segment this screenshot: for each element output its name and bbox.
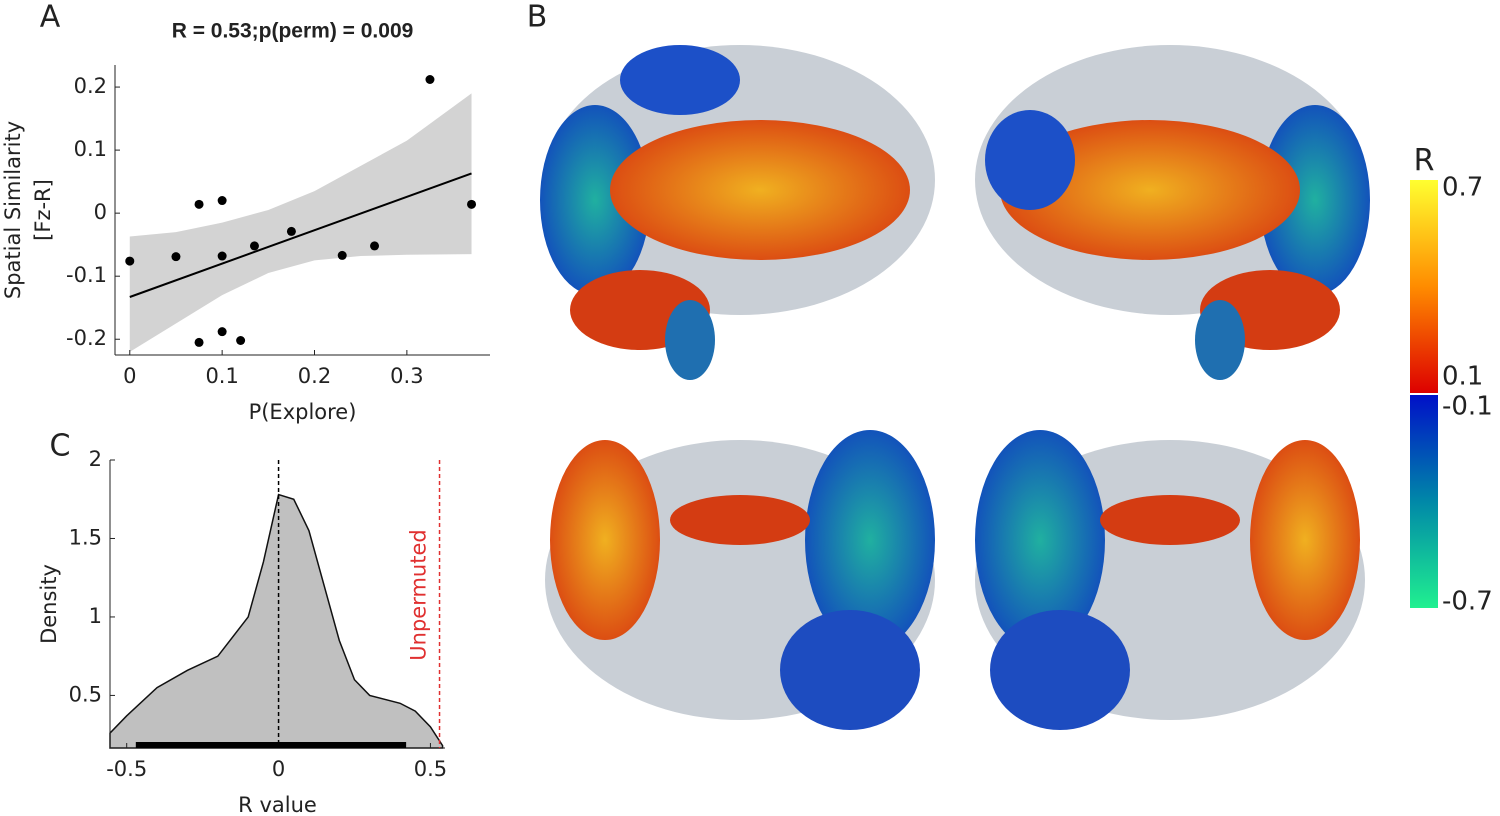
y-tick-label: 1 [89, 604, 102, 628]
colorbar-title: R [1414, 144, 1435, 179]
data-point [217, 327, 227, 337]
y-tick-label: 0 [94, 200, 107, 224]
data-point [425, 75, 435, 84]
x-axis-label: P(Explore) [249, 400, 357, 424]
colorbar-segment [1410, 180, 1438, 393]
data-point [171, 252, 181, 262]
y-tick-label: -0.2 [66, 326, 107, 350]
colorbar-label: -0.1 [1442, 392, 1493, 422]
brain-lateral-right [975, 45, 1370, 380]
fit-line [129, 172, 472, 298]
reference-label: Unpermuted [407, 529, 431, 660]
rug [135, 742, 407, 748]
brain-medial-right [975, 430, 1365, 730]
panel-label: C [50, 429, 71, 464]
y-tick-label: 2 [89, 447, 102, 471]
data-point [125, 256, 135, 266]
x-tick-label: 0 [123, 364, 136, 388]
x-tick-label: 0.2 [298, 364, 331, 388]
colorbar-label: -0.7 [1442, 587, 1493, 617]
x-tick-label: 0.1 [205, 364, 238, 388]
y-tick-label: 0.1 [74, 137, 107, 161]
data-point [194, 199, 204, 209]
panel-label: B [527, 0, 548, 35]
x-tick-label: 0.3 [390, 364, 423, 388]
x-tick-label: 0.5 [414, 757, 447, 781]
data-point [467, 199, 477, 209]
brain-medial-left [545, 430, 935, 730]
data-point [286, 226, 296, 236]
y-axis-label: [Fz-R] [31, 179, 55, 241]
colorbar-label: 0.7 [1442, 173, 1483, 203]
y-tick-label: 0.5 [69, 682, 102, 706]
y-axis-label: Density [37, 564, 61, 644]
y-tick-label: -0.1 [66, 263, 107, 287]
y-axis-label: Spatial Similarity [1, 121, 25, 299]
y-tick-label: 0.2 [74, 74, 107, 98]
data-point [217, 251, 227, 261]
x-axis-label: R value [238, 793, 317, 816]
x-tick-label: 0 [272, 757, 285, 781]
brain-lateral-left [540, 45, 935, 380]
colorbar-segment [1410, 395, 1438, 608]
density-area [109, 493, 444, 749]
data-point [337, 250, 347, 260]
data-point [236, 336, 246, 345]
confidence-band [129, 93, 472, 352]
data-point [217, 196, 227, 206]
data-point [370, 241, 380, 251]
data-point [194, 337, 204, 347]
colorbar-label: 0.1 [1442, 362, 1483, 392]
x-tick-label: -0.5 [106, 757, 147, 781]
y-tick-label: 1.5 [69, 525, 102, 549]
chart-title: R = 0.53;p(perm) = 0.009 [172, 20, 414, 43]
panel-label: A [40, 0, 61, 35]
data-point [249, 241, 259, 251]
